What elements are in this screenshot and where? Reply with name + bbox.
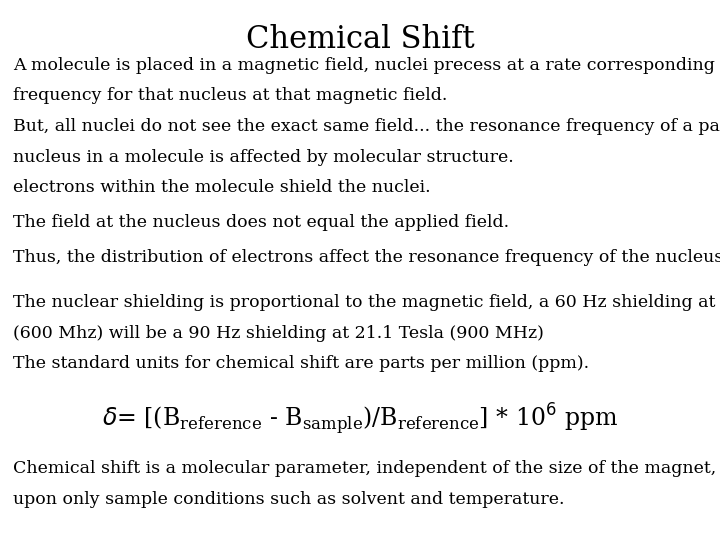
Text: A molecule is placed in a magnetic field, nuclei precess at a rate corresponding: A molecule is placed in a magnetic field… xyxy=(13,57,720,73)
Text: But, all nuclei do not see the exact same field... the resonance frequency of a : But, all nuclei do not see the exact sam… xyxy=(13,118,720,134)
Text: Thus, the distribution of electrons affect the resonance frequency of the nucleu: Thus, the distribution of electrons affe… xyxy=(13,249,720,266)
Text: (600 Mhz) will be a 90 Hz shielding at 21.1 Tesla (900 MHz): (600 Mhz) will be a 90 Hz shielding at 2… xyxy=(13,325,544,342)
Text: $\delta$= [(B$_{\mathregular{reference}}$ - B$_{\mathregular{sample}}$)/B$_{\mat: $\delta$= [(B$_{\mathregular{reference}}… xyxy=(102,401,618,436)
Text: electrons within the molecule shield the nuclei.: electrons within the molecule shield the… xyxy=(13,179,431,196)
Text: frequency for that nucleus at that magnetic field.: frequency for that nucleus at that magne… xyxy=(13,87,447,104)
Text: nucleus in a molecule is affected by molecular structure.: nucleus in a molecule is affected by mol… xyxy=(13,148,513,165)
Text: Chemical shift is a molecular parameter, independent of the size of the magnet, : Chemical shift is a molecular parameter,… xyxy=(13,460,720,477)
Text: The nuclear shielding is proportional to the magnetic field, a 60 Hz shielding a: The nuclear shielding is proportional to… xyxy=(13,294,720,311)
Text: The field at the nucleus does not equal the applied field.: The field at the nucleus does not equal … xyxy=(13,214,509,231)
Text: Chemical Shift: Chemical Shift xyxy=(246,24,474,55)
Text: upon only sample conditions such as solvent and temperature.: upon only sample conditions such as solv… xyxy=(13,491,564,508)
Text: The standard units for chemical shift are parts per million (ppm).: The standard units for chemical shift ar… xyxy=(13,355,589,372)
